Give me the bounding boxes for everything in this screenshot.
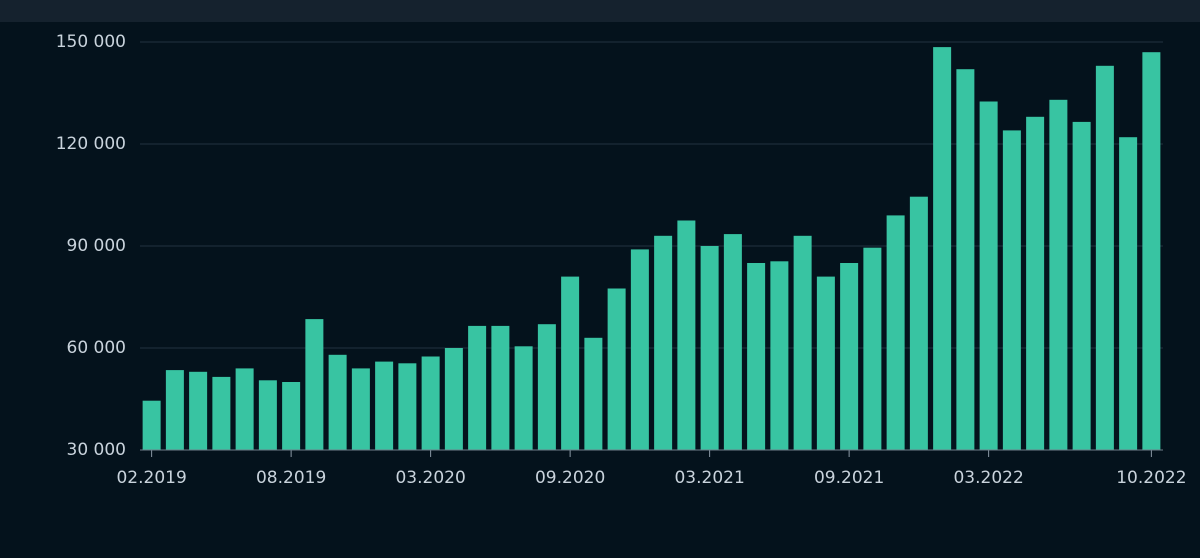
bar [1026, 116, 1045, 451]
bar [886, 215, 905, 450]
bar [421, 356, 440, 450]
bar [933, 47, 952, 450]
bar [468, 325, 487, 450]
bar [956, 69, 975, 450]
y-tick-label: 90 000 [67, 236, 126, 256]
bar [1049, 99, 1068, 451]
bar [909, 196, 928, 450]
bar [142, 400, 161, 450]
bar [607, 288, 626, 450]
bar [282, 382, 301, 450]
y-tick-label: 150 000 [56, 32, 126, 52]
bar [514, 346, 533, 450]
x-tick-label: 10.2022 [1116, 468, 1186, 488]
bar [840, 263, 859, 450]
bar [700, 246, 719, 450]
bar [723, 234, 742, 450]
x-tick-label: 09.2021 [814, 468, 884, 488]
bar [328, 354, 347, 450]
x-tick-label: 03.2021 [674, 468, 744, 488]
bar [863, 247, 882, 450]
bar [747, 263, 766, 450]
bar [491, 325, 510, 450]
bar [1119, 137, 1138, 450]
bar [561, 276, 580, 450]
y-tick-label: 120 000 [56, 134, 126, 154]
bar [584, 337, 603, 450]
bar [630, 249, 649, 450]
x-tick-label: 03.2020 [395, 468, 465, 488]
x-tick-label: 03.2022 [953, 468, 1023, 488]
y-tick-label: 60 000 [67, 338, 126, 358]
bar [793, 235, 812, 450]
bar [537, 324, 556, 450]
bar [189, 371, 208, 450]
bar [375, 361, 394, 450]
bar [398, 363, 417, 450]
bar [165, 370, 184, 450]
x-tick-label: 08.2019 [256, 468, 326, 488]
top-bar [0, 0, 1200, 22]
bar [677, 220, 696, 450]
x-tick-label: 02.2019 [116, 468, 186, 488]
y-tick-label: 30 000 [67, 440, 126, 460]
x-tick-label: 09.2020 [535, 468, 605, 488]
bar [770, 261, 789, 450]
bar [979, 101, 998, 450]
bar [212, 376, 231, 450]
bar [1095, 65, 1114, 451]
bar [1002, 130, 1021, 450]
bar [305, 319, 324, 450]
bar [351, 368, 370, 450]
bar [258, 380, 277, 450]
bar [1072, 121, 1091, 451]
bar [444, 348, 463, 450]
bar [654, 235, 673, 450]
bar [816, 276, 835, 450]
bar [235, 368, 254, 450]
bar [1142, 52, 1161, 450]
